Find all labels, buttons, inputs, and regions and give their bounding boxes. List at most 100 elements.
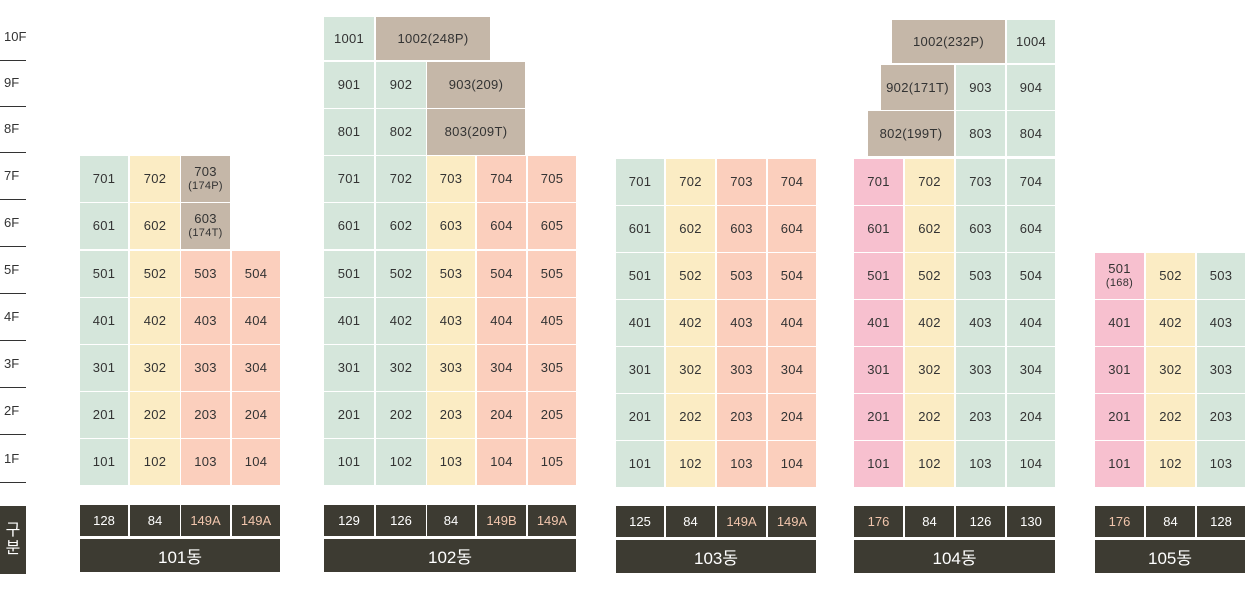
unit-cell[interactable]: 204: [1007, 394, 1055, 440]
unit-cell[interactable]: 705: [528, 156, 576, 202]
unit-cell[interactable]: 401: [854, 300, 903, 346]
unit-cell[interactable]: 802: [376, 109, 426, 155]
unit-cell[interactable]: 501: [616, 253, 664, 299]
unit-cell[interactable]: 602: [666, 206, 715, 252]
unit-cell[interactable]: 401: [324, 298, 374, 344]
unit-cell[interactable]: 104: [477, 439, 526, 485]
unit-cell[interactable]: 504: [768, 253, 816, 299]
unit-cell[interactable]: 304: [768, 347, 816, 393]
unit-cell[interactable]: 201: [1095, 394, 1144, 440]
unit-cell[interactable]: 903(209): [427, 62, 525, 108]
unit-cell[interactable]: 904: [1007, 65, 1055, 110]
unit-cell[interactable]: 302: [1146, 347, 1195, 393]
unit-cell[interactable]: 501 (168): [1095, 253, 1144, 299]
unit-cell[interactable]: 201: [80, 392, 128, 438]
unit-cell[interactable]: 702: [376, 156, 426, 202]
unit-cell[interactable]: 703: [427, 156, 475, 202]
unit-cell[interactable]: 104: [1007, 441, 1055, 487]
unit-cell[interactable]: 301: [1095, 347, 1144, 393]
unit-cell[interactable]: 501: [854, 253, 903, 299]
unit-cell[interactable]: 203: [181, 392, 230, 438]
unit-cell[interactable]: 203: [427, 392, 475, 438]
unit-cell[interactable]: 803(209T): [427, 109, 525, 155]
unit-cell[interactable]: 503: [717, 253, 766, 299]
unit-cell[interactable]: 101: [854, 441, 903, 487]
unit-cell[interactable]: 503: [1197, 253, 1245, 299]
unit-cell[interactable]: 305: [528, 345, 576, 391]
unit-cell[interactable]: 402: [666, 300, 715, 346]
unit-cell[interactable]: 301: [80, 345, 128, 391]
unit-cell[interactable]: 402: [376, 298, 426, 344]
unit-cell[interactable]: 502: [130, 251, 180, 297]
unit-cell[interactable]: 203: [1197, 394, 1245, 440]
unit-cell[interactable]: 804: [1007, 111, 1055, 156]
unit-cell[interactable]: 201: [854, 394, 903, 440]
unit-cell[interactable]: 701: [80, 156, 128, 202]
unit-cell[interactable]: 101: [324, 439, 374, 485]
unit-cell[interactable]: 202: [376, 392, 426, 438]
unit-cell[interactable]: 402: [905, 300, 954, 346]
unit-cell[interactable]: 404: [477, 298, 526, 344]
unit-cell[interactable]: 603: [956, 206, 1005, 252]
unit-cell[interactable]: 701: [616, 159, 664, 205]
unit-cell[interactable]: 202: [130, 392, 180, 438]
unit-cell[interactable]: 703: [717, 159, 766, 205]
unit-cell[interactable]: 303: [181, 345, 230, 391]
unit-cell[interactable]: 304: [477, 345, 526, 391]
unit-cell[interactable]: 202: [666, 394, 715, 440]
unit-cell[interactable]: 302: [905, 347, 954, 393]
unit-cell[interactable]: 201: [324, 392, 374, 438]
unit-cell[interactable]: 104: [768, 441, 816, 487]
unit-cell[interactable]: 202: [1146, 394, 1195, 440]
unit-cell[interactable]: 701: [854, 159, 903, 205]
unit-cell[interactable]: 504: [477, 251, 526, 297]
unit-cell[interactable]: 1002(248P): [376, 17, 490, 60]
unit-cell[interactable]: 304: [232, 345, 280, 391]
unit-cell[interactable]: 202: [905, 394, 954, 440]
unit-cell[interactable]: 502: [376, 251, 426, 297]
unit-cell[interactable]: 304: [1007, 347, 1055, 393]
unit-cell[interactable]: 103: [956, 441, 1005, 487]
unit-cell[interactable]: 403: [427, 298, 475, 344]
unit-cell[interactable]: 704: [768, 159, 816, 205]
unit-cell[interactable]: 105: [528, 439, 576, 485]
unit-cell[interactable]: 601: [854, 206, 903, 252]
unit-cell[interactable]: 702: [130, 156, 180, 202]
unit-cell[interactable]: 301: [324, 345, 374, 391]
unit-cell[interactable]: 102: [130, 439, 180, 485]
unit-cell[interactable]: 901: [324, 62, 374, 108]
unit-cell[interactable]: 802(199T): [868, 111, 954, 156]
unit-cell[interactable]: 1004: [1007, 20, 1055, 63]
unit-cell[interactable]: 604: [477, 203, 526, 249]
unit-cell[interactable]: 103: [1197, 441, 1245, 487]
unit-cell[interactable]: 602: [376, 203, 426, 249]
unit-cell[interactable]: 204: [768, 394, 816, 440]
unit-cell[interactable]: 603 (174T): [181, 203, 230, 249]
unit-cell[interactable]: 401: [1095, 300, 1144, 346]
unit-cell[interactable]: 502: [1146, 253, 1195, 299]
unit-cell[interactable]: 205: [528, 392, 576, 438]
unit-cell[interactable]: 702: [905, 159, 954, 205]
unit-cell[interactable]: 404: [232, 298, 280, 344]
unit-cell[interactable]: 604: [1007, 206, 1055, 252]
unit-cell[interactable]: 501: [80, 251, 128, 297]
unit-cell[interactable]: 602: [130, 203, 180, 249]
unit-cell[interactable]: 704: [477, 156, 526, 202]
unit-cell[interactable]: 402: [1146, 300, 1195, 346]
unit-cell[interactable]: 101: [80, 439, 128, 485]
unit-cell[interactable]: 403: [1197, 300, 1245, 346]
unit-cell[interactable]: 102: [1146, 441, 1195, 487]
unit-cell[interactable]: 902: [376, 62, 426, 108]
unit-cell[interactable]: 801: [324, 109, 374, 155]
unit-cell[interactable]: 903: [956, 65, 1005, 110]
unit-cell[interactable]: 301: [616, 347, 664, 393]
unit-cell[interactable]: 101: [1095, 441, 1144, 487]
unit-cell[interactable]: 601: [616, 206, 664, 252]
unit-cell[interactable]: 203: [956, 394, 1005, 440]
unit-cell[interactable]: 701: [324, 156, 374, 202]
unit-cell[interactable]: 902(171T): [881, 65, 954, 110]
unit-cell[interactable]: 303: [1197, 347, 1245, 393]
unit-cell[interactable]: 301: [854, 347, 903, 393]
unit-cell[interactable]: 1002(232P): [892, 20, 1005, 63]
unit-cell[interactable]: 1001: [324, 17, 374, 60]
